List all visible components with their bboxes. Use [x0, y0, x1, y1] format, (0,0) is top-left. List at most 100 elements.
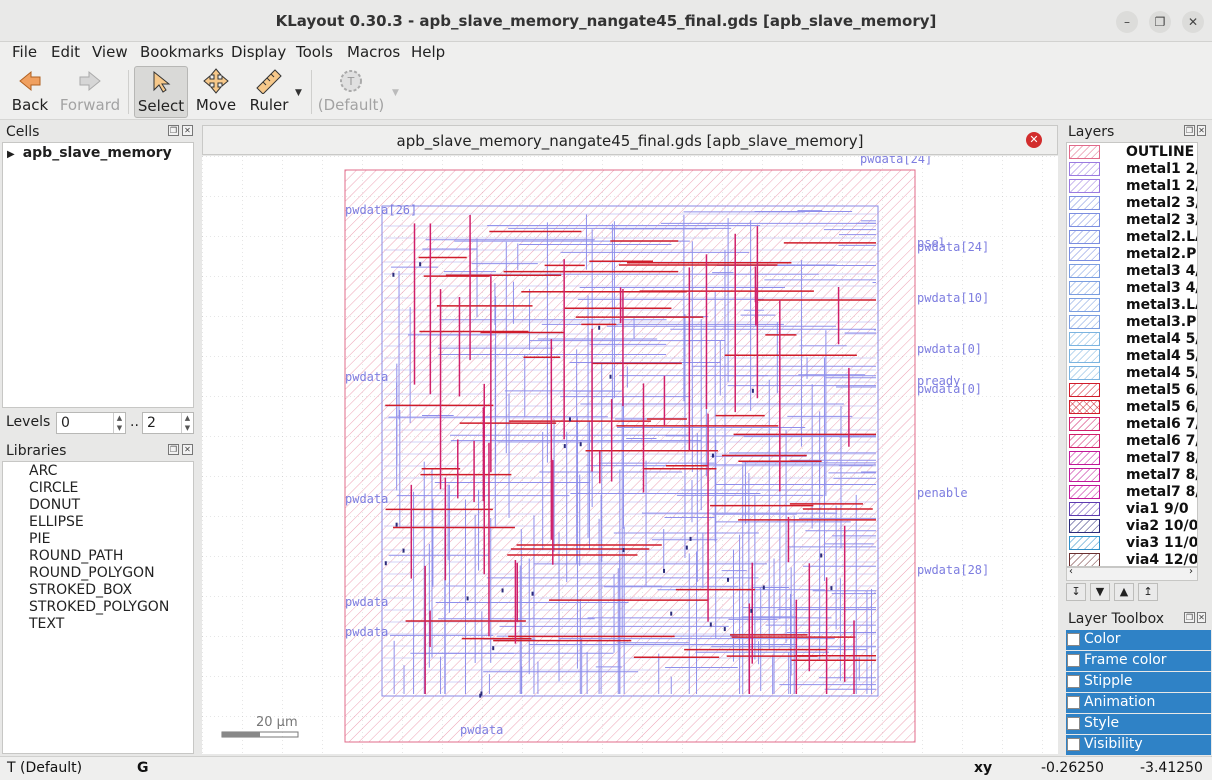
- library-item[interactable]: STROKED_BOX: [29, 582, 133, 598]
- layer-row[interactable]: via1 9/0: [1069, 501, 1197, 518]
- layer-swatch[interactable]: [1069, 179, 1100, 193]
- library-item[interactable]: PIE: [29, 531, 51, 547]
- expand-arrow-icon[interactable]: ▶: [7, 149, 15, 160]
- close-window-icon[interactable]: ✕: [1182, 11, 1204, 33]
- checkbox[interactable]: [1067, 654, 1080, 667]
- layer-row[interactable]: metal7 8/0: [1069, 450, 1197, 467]
- layer-row[interactable]: metal6 7/0: [1069, 433, 1197, 450]
- layer-swatch[interactable]: [1069, 468, 1100, 482]
- layer-swatch[interactable]: [1069, 383, 1100, 397]
- default-dropdown-icon[interactable]: ▼: [392, 88, 399, 98]
- layer-row[interactable]: metal3.LABEL: [1069, 297, 1197, 314]
- menu-edit[interactable]: Edit: [51, 43, 81, 61]
- move-layer-up-icon[interactable]: ▲: [1114, 583, 1134, 601]
- layer-row[interactable]: metal5 6/0: [1069, 399, 1197, 416]
- menu-help[interactable]: Help: [411, 43, 446, 61]
- menu-file[interactable]: File: [12, 43, 38, 61]
- menu-tools[interactable]: Tools: [296, 43, 333, 61]
- toolbox-animation[interactable]: Animation: [1066, 693, 1211, 713]
- layer-swatch[interactable]: [1069, 264, 1100, 278]
- toolbox-color[interactable]: Color: [1066, 630, 1211, 650]
- checkbox[interactable]: [1067, 717, 1080, 730]
- layer-swatch[interactable]: [1069, 434, 1100, 448]
- default-mode-button[interactable]: T (Default): [318, 66, 384, 118]
- close-tab-icon[interactable]: ✕: [1026, 132, 1042, 148]
- move-layer-top-icon[interactable]: ↥: [1138, 583, 1158, 601]
- layer-swatch[interactable]: [1069, 315, 1100, 329]
- library-item[interactable]: TEXT: [29, 616, 65, 632]
- layer-row[interactable]: metal2 3/0: [1069, 212, 1197, 229]
- spin-arrows-icon[interactable]: ▲ ▼: [181, 413, 193, 433]
- toolbox-frame-color[interactable]: Frame color: [1066, 651, 1211, 671]
- layer-row[interactable]: metal2 3/0: [1069, 195, 1197, 212]
- layer-row[interactable]: metal4 5/0: [1069, 365, 1197, 382]
- scroll-right-icon[interactable]: ›: [1189, 566, 1193, 577]
- cell-tree-item[interactable]: ▶ apb_slave_memory: [7, 145, 172, 161]
- layer-row[interactable]: metal3 4/0: [1069, 280, 1197, 297]
- move-layer-bottom-icon[interactable]: ▼: [1090, 583, 1110, 601]
- menu-bookmarks[interactable]: Bookmarks: [140, 43, 224, 61]
- layer-swatch[interactable]: [1069, 519, 1100, 533]
- layer-row[interactable]: metal2.PIN: [1069, 246, 1197, 263]
- layer-swatch[interactable]: [1069, 213, 1100, 227]
- close-dock-icon[interactable]: ✕: [182, 125, 193, 136]
- layer-swatch[interactable]: [1069, 247, 1100, 261]
- scroll-left-icon[interactable]: ‹: [1069, 566, 1073, 577]
- toolbox-stipple[interactable]: Stipple: [1066, 672, 1211, 692]
- layer-swatch[interactable]: [1069, 485, 1100, 499]
- toolbox-visibility[interactable]: Visibility: [1066, 735, 1211, 755]
- library-item[interactable]: ROUND_POLYGON: [29, 565, 155, 581]
- layer-row[interactable]: metal4 5/0: [1069, 331, 1197, 348]
- layer-row[interactable]: OUTLINE 1: [1069, 144, 1197, 161]
- levels-from-spinbox[interactable]: 0 ▲ ▼: [56, 412, 126, 434]
- ruler-dropdown-icon[interactable]: ▼: [295, 88, 302, 98]
- layer-row[interactable]: via2 10/0: [1069, 518, 1197, 535]
- layer-swatch[interactable]: [1069, 366, 1100, 380]
- layer-row[interactable]: metal7 8/0: [1069, 484, 1197, 501]
- layer-swatch[interactable]: [1069, 162, 1100, 176]
- layer-row[interactable]: metal1 2/0: [1069, 161, 1197, 178]
- minimize-icon[interactable]: –: [1116, 11, 1138, 33]
- layer-swatch[interactable]: [1069, 536, 1100, 550]
- checkbox[interactable]: [1067, 633, 1080, 646]
- levels-to-spinbox[interactable]: 2 ▲ ▼: [142, 412, 194, 434]
- layer-row[interactable]: via3 11/0: [1069, 535, 1197, 552]
- layer-swatch[interactable]: [1069, 451, 1100, 465]
- float-dock-icon[interactable]: ❐: [1184, 612, 1195, 623]
- checkbox[interactable]: [1067, 738, 1080, 751]
- toolbox-style[interactable]: Style: [1066, 714, 1211, 734]
- library-item[interactable]: ROUND_PATH: [29, 548, 124, 564]
- layer-swatch[interactable]: [1069, 281, 1100, 295]
- layer-swatch[interactable]: [1069, 332, 1100, 346]
- layer-swatch[interactable]: [1069, 230, 1100, 244]
- checkbox[interactable]: [1067, 675, 1080, 688]
- float-dock-icon[interactable]: ❐: [168, 125, 179, 136]
- forward-button[interactable]: Forward: [60, 66, 120, 118]
- menu-macros[interactable]: Macros: [347, 43, 401, 61]
- layout-canvas[interactable]: pwdata[24] pwdata[10] pwdata[24] pwdata[…: [202, 156, 1058, 754]
- move-button[interactable]: Move: [194, 66, 238, 118]
- layout-tab[interactable]: apb_slave_memory_nangate45_final.gds [ap…: [202, 125, 1058, 155]
- layer-swatch[interactable]: [1069, 298, 1100, 312]
- library-item[interactable]: CIRCLE: [29, 480, 79, 496]
- layer-swatch[interactable]: [1069, 196, 1100, 210]
- float-dock-icon[interactable]: ❐: [1184, 125, 1195, 136]
- library-item[interactable]: ARC: [29, 463, 58, 479]
- layer-swatch[interactable]: [1069, 349, 1100, 363]
- close-dock-icon[interactable]: ✕: [1197, 125, 1206, 136]
- ruler-button[interactable]: Ruler: [246, 66, 292, 118]
- library-item[interactable]: DONUT: [29, 497, 81, 513]
- layer-row[interactable]: metal1 2/0: [1069, 178, 1197, 195]
- close-dock-icon[interactable]: ✕: [1197, 612, 1206, 623]
- layer-row[interactable]: metal2.LABEL: [1069, 229, 1197, 246]
- checkbox[interactable]: [1067, 696, 1080, 709]
- layer-row[interactable]: metal7 8/0: [1069, 467, 1197, 484]
- maximize-icon[interactable]: ❐: [1149, 11, 1171, 33]
- close-dock-icon[interactable]: ✕: [182, 444, 193, 455]
- layer-swatch[interactable]: [1069, 417, 1100, 431]
- layer-swatch[interactable]: [1069, 145, 1100, 159]
- layer-row[interactable]: metal5 6/0: [1069, 382, 1197, 399]
- select-button[interactable]: Select: [134, 66, 188, 118]
- menu-display[interactable]: Display: [231, 43, 287, 61]
- layer-row[interactable]: metal3 4/0: [1069, 263, 1197, 280]
